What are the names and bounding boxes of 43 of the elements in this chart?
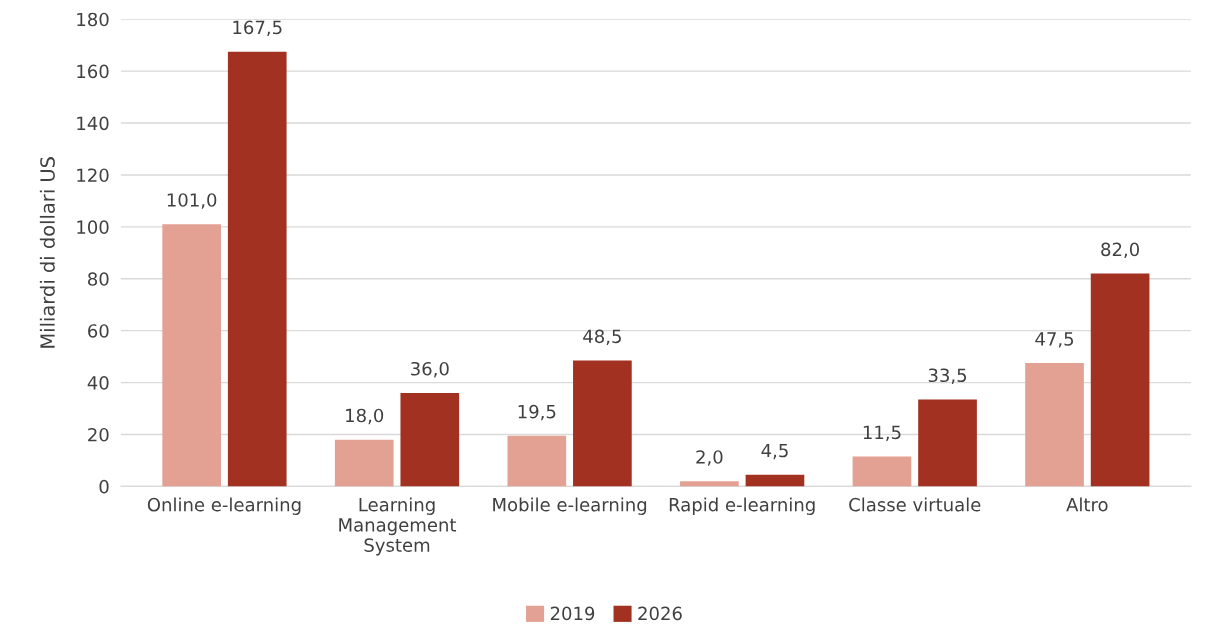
bar [334,439,394,487]
bar [1025,363,1084,487]
data-label: 47,5 [1035,332,1074,348]
x-tick-label: Classe virtuale [849,497,981,512]
y-tick-label: 0 [99,479,109,494]
y-tick-label: 140 [77,116,109,131]
data-label: 48,5 [583,329,621,345]
data-label: 33,5 [928,368,967,384]
y-tick-label: 160 [77,64,109,79]
bar [1090,273,1150,487]
bar [162,224,221,487]
y-tick-label: 80 [88,272,109,286]
bar [680,481,739,487]
bar [745,474,805,487]
data-label: 18,0 [346,408,384,425]
bar [507,435,567,487]
y-tick-label: 60 [88,324,109,338]
y-tick-label: 20 [88,427,109,442]
bar [573,360,632,487]
data-label: 4,5 [761,443,788,460]
x-tick-label: Online e-learning [147,497,301,515]
bar [400,392,460,487]
y-axis-title: Miliardi di dollari US [39,157,55,348]
y-tick-label: 40 [87,376,109,390]
x-tick-label: Altro [1066,497,1108,512]
data-label: 19,5 [518,404,556,421]
legend-label: 2026 [638,606,682,621]
x-tick-label: Rapid e-learning [669,497,815,515]
data-label: 82,0 [1101,242,1140,259]
data-label: 101,0 [167,193,217,209]
data-label: 11,5 [863,425,901,442]
bar [918,399,977,487]
y-tick-label: 120 [77,168,109,183]
data-label: 2,0 [696,450,723,466]
y-tick-label: 180 [77,12,109,27]
x-tick-label: Learning Management System [339,497,457,556]
data-label: 167,5 [233,20,282,37]
x-tick-label: Mobile e-learning [493,497,647,515]
bar [227,51,287,487]
y-tick-label: 100 [77,220,109,234]
legend-label: 2019 [550,606,595,621]
data-label: 36,0 [411,361,449,378]
bar [852,456,912,487]
